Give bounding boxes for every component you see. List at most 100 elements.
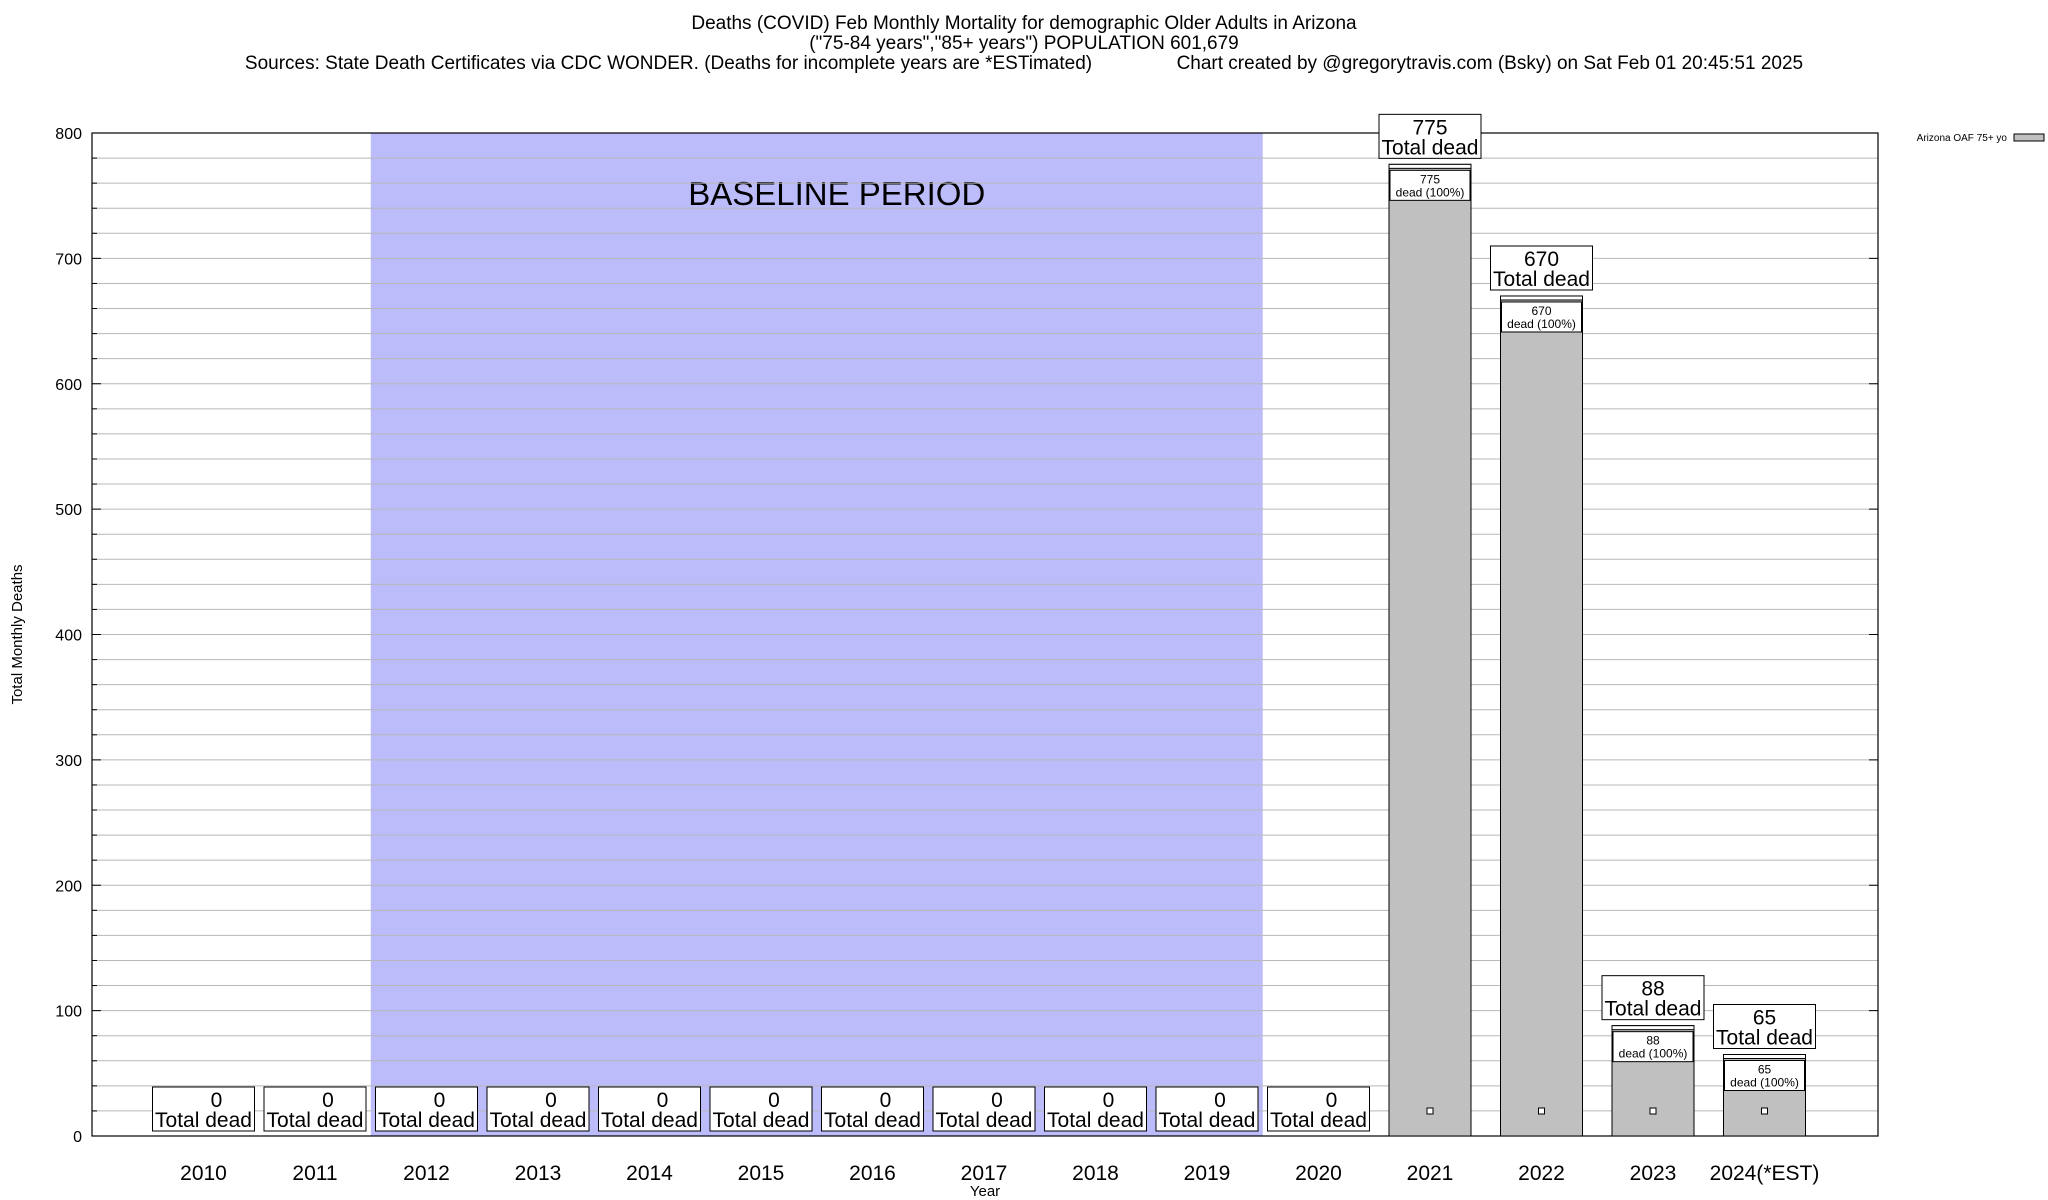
x-tick-label: 2023 (1630, 1162, 1677, 1185)
x-tick-label: 2011 (292, 1162, 337, 1185)
total-label-box (1601, 975, 1705, 1021)
chart-sources-line: Sources: State Death Certificates via CD… (0, 54, 2048, 74)
chart-subtitle: ("75-84 years","85+ years") POPULATION 6… (809, 33, 1239, 54)
total-value-label: 775 (1412, 116, 1447, 139)
total-dead-label: Total dead (1716, 1027, 1813, 1050)
total-label-box (932, 1086, 1036, 1132)
x-axis-title: Year (970, 1183, 1000, 1200)
total-value-label: 65 (1753, 1007, 1776, 1030)
total-value-label: 0 (880, 1089, 892, 1112)
total-value-label: 0 (1103, 1089, 1115, 1112)
x-tick-label: 2016 (849, 1162, 896, 1185)
total-dead-label: Total dead (1605, 998, 1702, 1021)
total-value-label: 0 (322, 1089, 334, 1112)
inner-label-box (1612, 1031, 1694, 1063)
baseline-label: BASELINE PERIOD (688, 175, 985, 212)
total-label-box (1044, 1086, 1147, 1132)
total-label-box (486, 1086, 590, 1132)
y-tick-label: 500 (55, 502, 82, 519)
x-tick-label: 2017 (961, 1162, 1008, 1185)
y-tick-label: 600 (55, 377, 82, 394)
x-tick-label: 2015 (738, 1162, 785, 1185)
x-tick-label: 2019 (1184, 1162, 1231, 1185)
total-value-label: 0 (1326, 1089, 1338, 1112)
total-dead-label: Total dead (713, 1109, 810, 1132)
total-dead-label: Total dead (1047, 1109, 1144, 1132)
legend-swatch (2013, 133, 2045, 142)
bar (1388, 163, 1472, 1137)
total-dead-label: Total dead (267, 1109, 364, 1132)
y-tick-label: 400 (55, 628, 82, 645)
y-axis-title: Total Monthly Deaths (9, 564, 26, 704)
inner-label-box (1389, 169, 1471, 201)
total-value-label: 0 (211, 1089, 223, 1112)
bar (1500, 295, 1583, 1137)
y-tick-label: 100 (55, 1004, 82, 1021)
total-value-label: 0 (768, 1089, 780, 1112)
total-value-label: 0 (657, 1089, 669, 1112)
inner-percent-label: dead (100%) (1396, 185, 1465, 199)
inner-value-label: 670 (1531, 304, 1551, 318)
inner-value-label: 775 (1420, 172, 1440, 186)
total-value-label: 0 (991, 1089, 1003, 1112)
y-tick-label: 200 (55, 878, 82, 895)
inner-percent-label: dead (100%) (1507, 317, 1576, 331)
x-tick-label: 2021 (1407, 1162, 1454, 1185)
chart-title: Deaths (COVID) Feb Monthly Mortality for… (691, 13, 1357, 34)
total-value-label: 88 (1641, 978, 1664, 1001)
y-tick-label: 300 (55, 753, 82, 770)
total-dead-label: Total dead (155, 1109, 252, 1132)
bar-base-marker (1426, 1107, 1434, 1115)
x-tick-label: 2012 (403, 1162, 450, 1185)
total-dead-label: Total dead (490, 1109, 587, 1132)
total-label-box (1155, 1086, 1259, 1132)
bar-cap (1611, 1025, 1695, 1031)
x-tick-label: 2022 (1518, 1162, 1565, 1185)
inner-label-box (1724, 1060, 1805, 1092)
total-label-box (375, 1086, 478, 1132)
chart-sources: Sources: State Death Certificates via CD… (244, 53, 1093, 74)
total-dead-label: Total dead (824, 1109, 921, 1132)
total-value-label: 0 (545, 1089, 557, 1112)
total-label-box (1713, 1004, 1816, 1050)
inner-label-box (1501, 301, 1582, 333)
bar-base-marker (1538, 1107, 1545, 1115)
total-dead-label: Total dead (1382, 136, 1479, 159)
total-dead-label: Total dead (1159, 1109, 1256, 1132)
total-dead-label: Total dead (936, 1109, 1033, 1132)
total-dead-label: Total dead (378, 1109, 475, 1132)
total-dead-label: Total dead (1493, 268, 1590, 291)
total-value-label: 0 (434, 1089, 446, 1112)
bar-base-marker (1649, 1107, 1657, 1115)
chart-credit: Chart created by @gregorytravis.com (Bsk… (1176, 53, 1804, 74)
x-tick-label: 2018 (1072, 1162, 1119, 1185)
total-label-box (263, 1086, 367, 1132)
total-dead-label: Total dead (1270, 1109, 1367, 1132)
x-tick-label: 2014 (626, 1162, 673, 1185)
total-value-label: 0 (1214, 1089, 1226, 1112)
y-tick-label: 0 (73, 1129, 82, 1146)
total-label-box (1490, 245, 1593, 291)
total-dead-label: Total dead (601, 1109, 698, 1132)
inner-percent-label: dead (100%) (1730, 1076, 1799, 1090)
x-tick-label: 2010 (180, 1162, 227, 1185)
bar-cap (1500, 295, 1583, 301)
total-label-box (709, 1086, 813, 1132)
total-label-box (598, 1086, 701, 1132)
bar-cap (1388, 163, 1472, 169)
inner-value-label: 88 (1646, 1034, 1660, 1048)
total-label-box (152, 1086, 255, 1132)
inner-value-label: 65 (1758, 1063, 1772, 1077)
x-tick-label: 2024(*EST) (1710, 1162, 1820, 1185)
x-tick-label: 2020 (1295, 1162, 1342, 1185)
bar-cap (1723, 1054, 1806, 1060)
x-tick-label: 2013 (515, 1162, 562, 1185)
total-value-label: 670 (1524, 248, 1559, 271)
total-label-box (821, 1086, 924, 1132)
inner-percent-label: dead (100%) (1619, 1047, 1688, 1061)
bar-base-marker (1761, 1107, 1768, 1115)
total-label-box (1267, 1086, 1370, 1132)
y-tick-label: 700 (55, 251, 82, 268)
y-tick-label: 800 (55, 126, 82, 143)
